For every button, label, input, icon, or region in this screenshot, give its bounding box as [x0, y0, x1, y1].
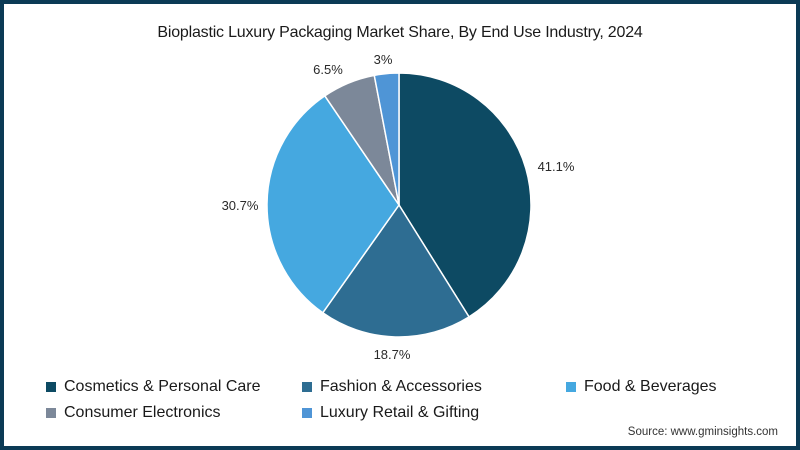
pie-label: 30.7%	[222, 198, 259, 213]
legend-item-fashion: Fashion & Accessories	[302, 378, 566, 396]
legend-row-1: Cosmetics & Personal Care Fashion & Acce…	[46, 374, 766, 400]
pie-slice-food-beverages	[266, 94, 400, 314]
pie-label: 18.7%	[374, 347, 411, 362]
legend-swatch-icon	[302, 408, 312, 418]
source-note: Source: www.gminsights.com	[627, 426, 778, 438]
legend-item-food: Food & Beverages	[566, 378, 717, 396]
legend-swatch-icon	[46, 382, 56, 392]
pie-slice-luxury-retail-gifting	[373, 72, 400, 206]
pie-slice-fashion-accessories	[321, 203, 471, 338]
pie-slice-cosmetics-personal-care	[398, 72, 532, 318]
legend-swatch-icon	[46, 408, 56, 418]
pie-label: 41.1%	[538, 159, 575, 174]
legend-item-cosmetics: Cosmetics & Personal Care	[46, 378, 302, 396]
pie-label: 6.5%	[313, 62, 343, 77]
legend-item-luxury-retail: Luxury Retail & Gifting	[302, 404, 566, 422]
legend-item-consumer-electronics: Consumer Electronics	[46, 404, 302, 422]
legend: Cosmetics & Personal Care Fashion & Acce…	[46, 374, 766, 426]
legend-swatch-icon	[302, 382, 312, 392]
pie-label: 3%	[374, 52, 393, 67]
pie-chart: 41.1% 18.7% 30.7% 6.5% 3%	[222, 52, 575, 362]
pie-labels: 41.1% 18.7% 30.7% 6.5% 3%	[222, 52, 575, 362]
legend-swatch-icon	[566, 382, 576, 392]
legend-row-2: Consumer Electronics Luxury Retail & Gif…	[46, 400, 766, 426]
pie-slices	[266, 72, 532, 338]
chart-title: Bioplastic Luxury Packaging Market Share…	[157, 24, 643, 41]
